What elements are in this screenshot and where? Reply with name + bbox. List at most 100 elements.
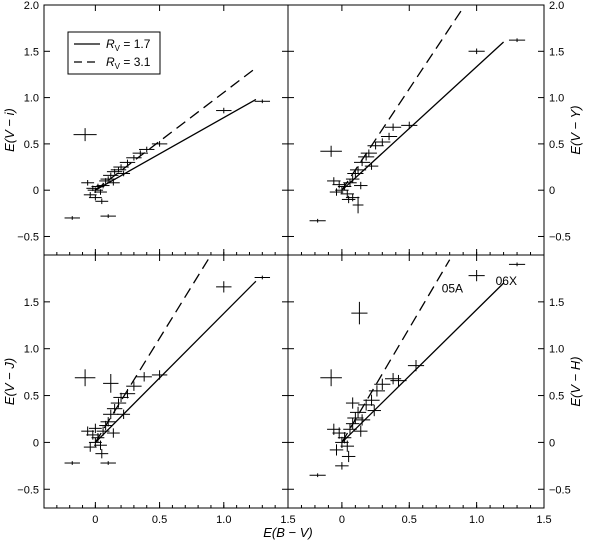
data-point (216, 281, 232, 293)
data-point (367, 404, 381, 417)
data-point (117, 170, 131, 177)
y-tick-label: −0.5 (549, 484, 571, 496)
data-point (309, 218, 326, 223)
data-point (81, 180, 95, 186)
data-point (83, 442, 97, 452)
data-point (341, 195, 356, 204)
data-point (401, 121, 418, 130)
data-point (139, 146, 155, 153)
data-point (106, 403, 123, 414)
y-tick-label: −0.5 (17, 231, 39, 243)
legend-entry-2-symbol: R (106, 55, 115, 69)
data-point (126, 155, 142, 161)
panel-top-right: −0.5 0 0.5 1.0 1.5 2.0 E(V − Y) (287, 0, 583, 256)
data-point (73, 128, 97, 142)
data-point (354, 158, 371, 167)
data-point (340, 440, 355, 452)
data-point (327, 423, 341, 435)
y-axis-label: E(V − H) (568, 356, 583, 406)
data-point (345, 418, 360, 430)
data-point (335, 186, 349, 194)
legend-entry-1-symbol: R (106, 37, 115, 51)
data-point (151, 370, 168, 380)
fit-line-rv-1-7 (95, 98, 257, 191)
data-point (81, 426, 95, 436)
data-point (337, 182, 352, 191)
data-point (363, 394, 380, 406)
data-point (86, 430, 100, 440)
fit-line-rv-1-7 (341, 41, 505, 191)
data-point (254, 99, 271, 104)
data-point (110, 398, 127, 408)
x-tick-label: 1.5 (280, 514, 295, 526)
y-tick-label: 0.5 (549, 139, 564, 151)
data-point (136, 372, 152, 382)
y-tick-label: 1.0 (24, 93, 39, 105)
panel-bottom-left: 0 0.5 1.0 1.5 −0.5 0 0.5 1.0 1.5 E(V − J) (2, 254, 296, 526)
legend-entry-1: RV = 1.7 (106, 37, 151, 53)
y-tick-label: −0.5 (17, 484, 39, 496)
data-point (354, 425, 368, 437)
data-point (347, 169, 364, 178)
data-point (64, 461, 80, 465)
data-point (390, 374, 407, 387)
panel-frame (287, 4, 545, 256)
data-point (468, 269, 485, 282)
data-point (340, 190, 355, 198)
data-point (88, 194, 102, 201)
data-point (254, 275, 271, 280)
data-point (309, 473, 326, 478)
data-point (100, 417, 116, 427)
y-tick-label: 1.5 (24, 46, 39, 58)
data-point (349, 166, 367, 174)
fit-line-rv-1-7 (94, 280, 257, 443)
data-point (95, 198, 109, 205)
data-point (119, 388, 136, 399)
data-point (99, 420, 113, 431)
legend-entry-2-subscript: V (115, 62, 121, 71)
data-point (341, 450, 356, 463)
y-tick-label: 0.5 (549, 391, 564, 403)
data-points (309, 38, 526, 223)
fit-lines (94, 67, 257, 191)
data-point (103, 409, 119, 419)
panel-frame (43, 254, 289, 509)
data-point (335, 462, 349, 470)
data-point (343, 179, 357, 187)
data-point (64, 216, 80, 220)
panel-bottom-right: 0 0.5 1.0 1.5 −0.5 0 0.5 1.0 1.5 E(V − H) 05A 06X (287, 254, 583, 526)
y-tick-label: 0 (549, 185, 555, 197)
data-point (74, 369, 96, 387)
data-point (88, 423, 102, 434)
data-point (407, 359, 425, 372)
data-point (374, 138, 391, 146)
y-axis-label: E(V − i) (2, 108, 17, 152)
data-point (216, 107, 232, 114)
data-point (329, 188, 344, 196)
data-point (117, 409, 131, 419)
data-point (126, 381, 142, 391)
data-point (347, 412, 364, 424)
y-tick-label: 2.0 (24, 0, 39, 12)
legend-box (67, 31, 161, 75)
data-point (95, 448, 109, 459)
data-point (368, 385, 386, 397)
y-tick-label: −0.5 (549, 231, 571, 243)
data-point (364, 162, 379, 170)
y-tick-label: 0.5 (24, 139, 39, 151)
data-points (64, 99, 271, 220)
data-point (103, 172, 119, 179)
legend-entry-2: RV = 3.1 (106, 55, 151, 71)
legend-entry-1-subscript: V (115, 44, 121, 53)
figure-xlabel: E(B − V) (263, 525, 313, 540)
x-tick-label: 0 (339, 514, 345, 526)
data-point (354, 181, 368, 190)
data-points (64, 275, 271, 465)
data-point (96, 182, 110, 189)
y-tick-label: 0 (549, 437, 555, 449)
data-point (345, 175, 360, 183)
data-point (345, 397, 360, 409)
data-point (110, 167, 127, 173)
y-tick-label: 1.0 (549, 93, 564, 105)
data-point (94, 189, 107, 195)
